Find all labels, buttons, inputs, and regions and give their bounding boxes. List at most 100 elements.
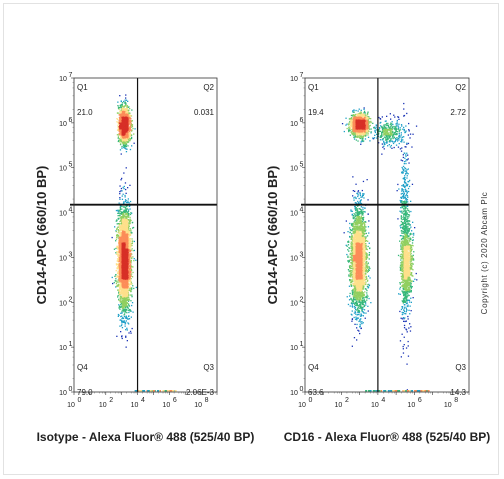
event-dot: [123, 259, 125, 261]
event-dot: [120, 244, 122, 246]
event-dot: [125, 252, 127, 255]
event-dot: [122, 124, 124, 126]
event-dot: [118, 108, 120, 110]
event-dot: [126, 307, 129, 309]
event-dot: [122, 102, 124, 104]
event-dot: [120, 220, 122, 222]
event-dot: [122, 321, 124, 323]
event-dot: [123, 287, 125, 289]
event-dot: [123, 294, 125, 297]
event-dot: [126, 227, 128, 230]
event-dot: [127, 100, 129, 102]
event-dot: [130, 256, 132, 258]
event-dot: [127, 223, 129, 225]
event-dot: [122, 240, 125, 242]
event-dot: [122, 130, 125, 132]
event-dot: [123, 241, 125, 243]
event-dot: [121, 233, 123, 236]
event-dot: [116, 236, 118, 238]
event-dot: [129, 134, 131, 136]
event-dot: [125, 188, 127, 191]
event-dot: [123, 113, 125, 116]
event-dot: [124, 306, 126, 308]
event-dot: [128, 256, 130, 259]
event-dot: [125, 276, 127, 278]
event-dot: [133, 258, 135, 260]
event-dot: [126, 286, 128, 289]
event-dot: [119, 290, 121, 292]
event-dot: [124, 258, 126, 260]
event-dot: [124, 295, 126, 298]
event-dot: [127, 259, 129, 261]
event-dot: [126, 134, 128, 137]
event-dot: [119, 220, 121, 223]
event-dot: [122, 121, 124, 123]
event-dot: [127, 262, 129, 264]
event-dot: [123, 271, 125, 273]
event-dot: [122, 258, 124, 261]
event-dot: [123, 229, 126, 231]
event-dot: [125, 268, 127, 270]
event-dot: [127, 272, 130, 274]
event-dot: [127, 322, 129, 324]
event-dot: [122, 270, 124, 272]
event-dot: [121, 221, 123, 223]
event-dot: [123, 308, 125, 310]
event-dot: [122, 121, 124, 123]
event-dot: [121, 190, 123, 192]
event-dot: [125, 229, 128, 231]
event-dot: [120, 112, 123, 114]
event-dot: [131, 302, 134, 304]
event-dot: [129, 238, 131, 240]
event-dot: [121, 248, 123, 250]
event-dot: [126, 270, 128, 272]
event-dot: [127, 137, 130, 139]
event-dot: [119, 283, 122, 286]
event-dot: [130, 231, 132, 233]
event-dot: [131, 304, 133, 307]
event-dot: [119, 214, 121, 216]
event-dot: [123, 298, 125, 300]
event-dot: [127, 276, 129, 279]
event-dot: [129, 249, 131, 251]
event-dot: [125, 257, 127, 260]
event-dot: [127, 106, 129, 109]
event-dot: [129, 125, 132, 127]
event-dot: [120, 298, 122, 301]
event-dot: [118, 112, 120, 114]
event-dot: [122, 292, 124, 294]
event-dot: [123, 255, 125, 257]
event-dot: [124, 289, 126, 291]
event-dot: [125, 209, 128, 211]
event-dot: [130, 263, 132, 265]
event-dot: [128, 112, 130, 114]
event-dot: [122, 144, 125, 147]
event-dot: [123, 232, 125, 234]
event-dot: [122, 317, 124, 319]
event-dot: [117, 253, 119, 256]
event-dot: [131, 212, 133, 214]
event-dot: [120, 105, 122, 107]
event-dot: [122, 127, 124, 129]
event-dot: [125, 128, 127, 130]
event-dot: [118, 119, 121, 122]
event-dot: [118, 265, 120, 267]
event-dot: [121, 226, 123, 228]
event-dot: [123, 106, 125, 108]
event-dot: [118, 233, 121, 235]
event-dot: [120, 239, 122, 241]
event-dot: [118, 106, 121, 109]
event-dot: [125, 310, 127, 312]
event-dot: [121, 133, 124, 135]
event-dot: [117, 140, 119, 143]
event-dot: [127, 198, 129, 200]
event-dot: [128, 231, 131, 233]
event-dot: [115, 230, 117, 233]
event-dot: [125, 272, 127, 275]
event-dot: [118, 126, 120, 128]
event-dot: [119, 237, 122, 240]
event-dot: [119, 257, 122, 259]
event-dot: [123, 123, 125, 125]
event-dot: [128, 123, 130, 125]
event-dot: [122, 234, 124, 236]
